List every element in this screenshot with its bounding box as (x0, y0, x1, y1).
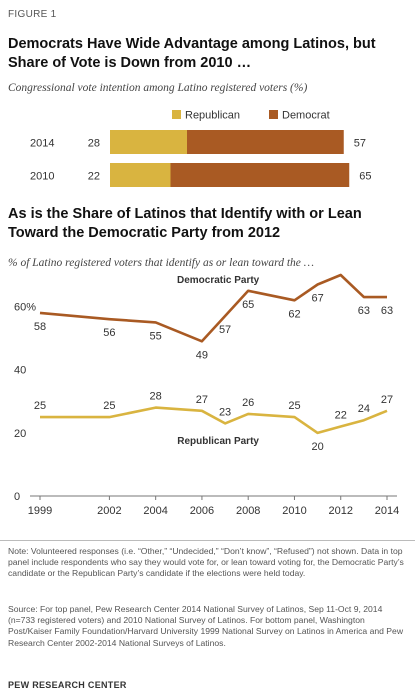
x-tick-label: 2014 (375, 505, 399, 517)
top-chart-subtitle: Congressional vote intention among Latin… (8, 82, 308, 94)
data-label: 25 (34, 400, 46, 412)
y-tick-label: 20 (14, 428, 26, 440)
series-label-democratic: Democratic Party (177, 275, 260, 286)
data-label: 25 (288, 400, 300, 412)
data-label: 24 (358, 403, 370, 415)
legend-swatch-republican (172, 110, 181, 119)
data-label: 62 (288, 308, 300, 320)
x-tick-label: 2012 (328, 505, 352, 517)
bar-republican-2010 (110, 163, 171, 187)
x-tick-label: 2004 (143, 505, 167, 517)
y-tick-label: 40 (14, 365, 26, 377)
data-label: 55 (150, 330, 162, 342)
bar-republican-2014 (110, 130, 187, 154)
data-label: 63 (358, 305, 370, 317)
data-label: 49 (196, 349, 208, 361)
bar-democrat-2014 (187, 130, 344, 154)
data-label: 65 (242, 299, 254, 311)
figure-label: FIGURE 1 (8, 9, 57, 20)
series-label-republican: Republican Party (177, 436, 259, 447)
bar-value-label: 57 (354, 138, 366, 150)
data-label: 58 (34, 321, 46, 333)
data-label: 56 (103, 327, 115, 339)
bar-category-label: 2010 (30, 171, 54, 183)
data-label: 23 (219, 406, 231, 418)
bar-value-label: 65 (359, 171, 371, 183)
data-label: 57 (219, 324, 231, 336)
pew-footer: PEW RESEARCH CENTER (8, 680, 127, 690)
data-label: 63 (381, 305, 393, 317)
legend-label-republican: Republican (185, 110, 240, 122)
bar-value-label: 28 (88, 138, 100, 150)
line-chart: 0 20 40 60% 1999 2002 2004 2006 2008 2010 2012 2014… (14, 273, 399, 517)
data-label: 28 (150, 391, 162, 403)
data-label: 27 (196, 394, 208, 406)
bottom-chart-title: As is the Share of Latinos that Identify… (8, 206, 362, 241)
bottom-chart-subtitle: % of Latino registered voters that ident… (8, 257, 315, 269)
legend-swatch-democrat (269, 110, 278, 119)
divider (0, 540, 415, 541)
data-label: 22 (335, 410, 347, 422)
chart-note: Note: Volunteered responses (i.e. “Other… (8, 546, 404, 579)
legend-label-democrat: Democrat (282, 110, 330, 122)
top-chart-title: Democrats Have Wide Advantage among Lati… (8, 36, 376, 71)
y-tick-label: 0 (14, 491, 20, 503)
x-tick-label: 2002 (97, 505, 121, 517)
line-democratic-party (39, 273, 387, 343)
bar-chart: Republican Democrat 2014 28 57 2010 22 65 (30, 110, 372, 187)
x-tick-label: 1999 (28, 505, 52, 517)
data-label: 25 (103, 400, 115, 412)
bar-democrat-2010 (170, 163, 350, 187)
x-tick-label: 2008 (236, 505, 260, 517)
data-label: 67 (311, 292, 323, 304)
data-label: 27 (381, 394, 393, 406)
x-tick-label: 2010 (282, 505, 306, 517)
line-republican-party (40, 406, 388, 435)
chart-source: Source: For top panel, Pew Research Cent… (8, 604, 404, 648)
y-tick-label: 60% (14, 302, 36, 314)
bar-category-label: 2014 (30, 138, 54, 150)
bar-value-label: 22 (88, 171, 100, 183)
data-label: 26 (242, 397, 254, 409)
data-label: 20 (311, 441, 323, 453)
x-tick-label: 2006 (190, 505, 214, 517)
